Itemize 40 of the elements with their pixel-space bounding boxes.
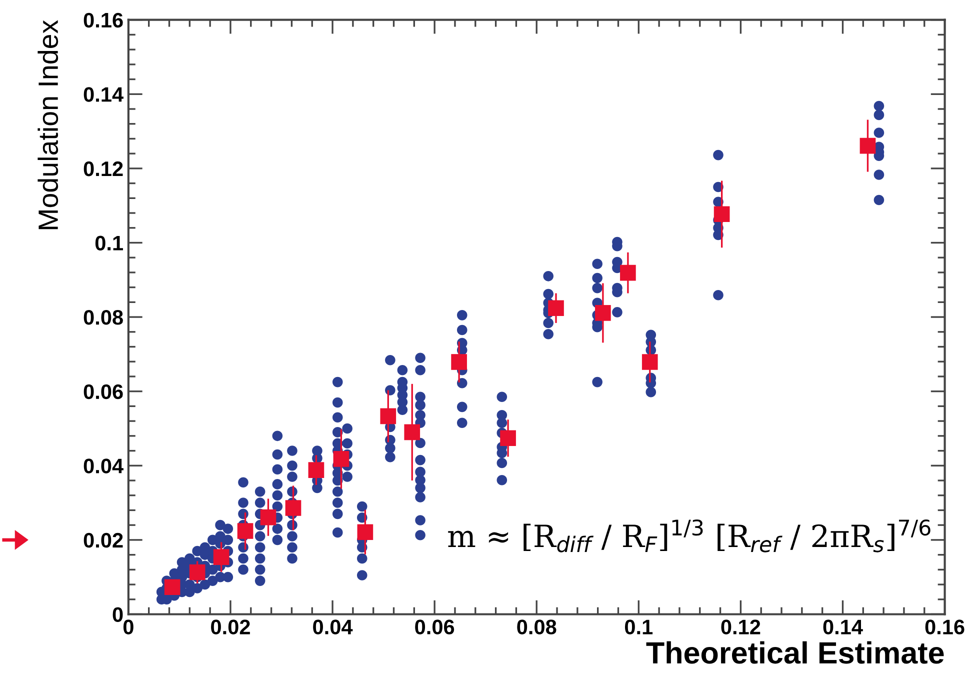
y-tick-label: 0.06	[84, 384, 123, 400]
y-tick-label: 0.16	[84, 12, 123, 28]
point	[642, 354, 658, 370]
x-tick-label: 0.16	[925, 620, 964, 634]
y-tick-label: 0.1	[95, 236, 123, 250]
x-tick-label: 0.08	[517, 620, 556, 634]
point	[714, 206, 730, 222]
x-tick-label: 0.02	[211, 620, 250, 634]
point	[260, 509, 276, 526]
point	[548, 300, 564, 316]
point	[285, 500, 302, 516]
y-axis-title: Modulation Index	[38, 20, 58, 230]
y-tick-label: 0.04	[84, 458, 124, 474]
point	[213, 549, 230, 565]
point	[451, 354, 467, 370]
point	[164, 579, 180, 596]
point	[860, 138, 876, 154]
x-tick-label: 0.06	[415, 620, 454, 634]
point	[333, 451, 350, 467]
point	[380, 408, 396, 424]
point	[308, 462, 324, 478]
x-tick-label: 0	[123, 620, 134, 634]
x-tick-label: 0.14	[823, 620, 863, 634]
point	[595, 305, 611, 321]
point	[357, 524, 374, 540]
point	[189, 564, 206, 580]
point	[500, 430, 516, 446]
y-tick-label: 0.12	[84, 161, 123, 176]
point	[620, 264, 636, 281]
point	[404, 424, 420, 440]
y-tick-label: 0.08	[84, 310, 123, 325]
point	[237, 523, 254, 539]
y-tick-label: 0	[112, 607, 123, 622]
x-tick-label: 0.1	[624, 620, 653, 634]
x-tick-label: 0.12	[721, 620, 760, 634]
x-axis-title: Theoretical Estimate	[646, 641, 944, 664]
y-tick-label: 0.02	[84, 532, 123, 548]
y-tick-label: 0.14	[84, 87, 124, 102]
x-tick-label: 0.04	[313, 620, 353, 634]
text: m ≈ [R$_{diff}$ / R$_{F}$]$^{1/3}$ [R$_{ref}$ / 2πR$_{s}$]$^{7/6}$	[448, 519, 930, 552]
